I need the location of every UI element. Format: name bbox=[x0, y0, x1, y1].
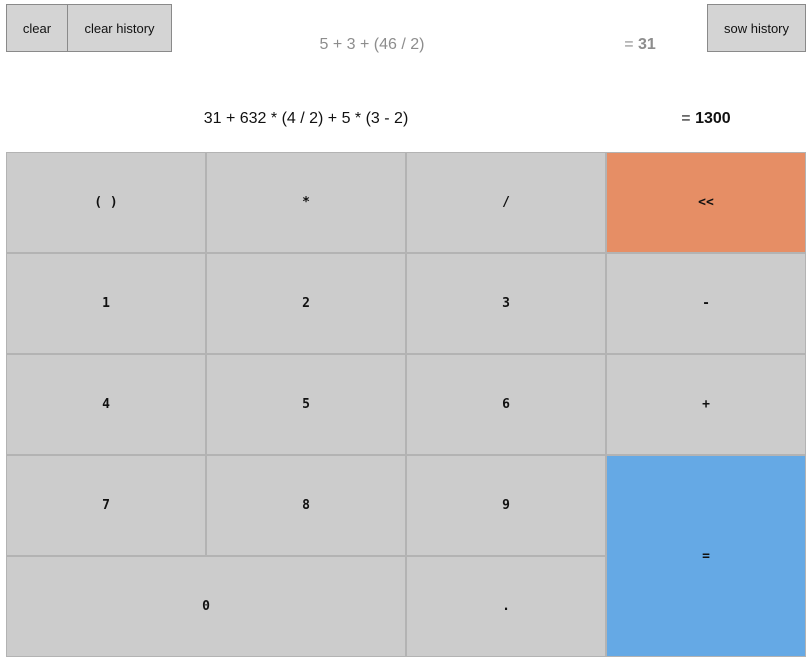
key-9[interactable]: 9 bbox=[406, 455, 606, 556]
key-8[interactable]: 8 bbox=[206, 455, 406, 556]
clear-history-button[interactable]: clear history bbox=[67, 4, 172, 52]
key-6[interactable]: 6 bbox=[406, 354, 606, 455]
key-parentheses[interactable]: ( ) bbox=[6, 152, 206, 253]
key-7[interactable]: 7 bbox=[6, 455, 206, 556]
key-plus[interactable]: + bbox=[606, 354, 806, 455]
key-equals[interactable]: = bbox=[606, 455, 806, 657]
history-result-value: 31 bbox=[638, 36, 656, 53]
key-4[interactable]: 4 bbox=[6, 354, 206, 455]
current-equals-sign: = bbox=[681, 110, 696, 127]
show-history-button[interactable]: sow history bbox=[707, 4, 806, 52]
key-divide[interactable]: / bbox=[406, 152, 606, 253]
key-1[interactable]: 1 bbox=[6, 253, 206, 354]
current-result: = 1300 bbox=[660, 110, 752, 128]
key-decimal[interactable]: . bbox=[406, 556, 606, 657]
history-equals-sign: = bbox=[624, 36, 638, 53]
key-multiply[interactable]: * bbox=[206, 152, 406, 253]
clear-button[interactable]: clear bbox=[6, 4, 68, 52]
key-0[interactable]: 0 bbox=[6, 556, 406, 657]
key-2[interactable]: 2 bbox=[206, 253, 406, 354]
current-expression: 31 + 632 * (4 / 2) + 5 * (3 - 2) bbox=[203, 110, 409, 127]
current-result-value: 1300 bbox=[695, 110, 731, 127]
history-result: = 31 bbox=[600, 36, 680, 54]
key-minus[interactable]: - bbox=[606, 253, 806, 354]
key-3[interactable]: 3 bbox=[406, 253, 606, 354]
key-backspace[interactable]: << bbox=[606, 152, 806, 253]
key-5[interactable]: 5 bbox=[206, 354, 406, 455]
keypad: ( ) * / << 1 2 3 - 4 5 6 + 7 8 9 = 0 . bbox=[6, 152, 806, 657]
history-expression: 5 + 3 + (46 / 2) bbox=[319, 36, 425, 53]
